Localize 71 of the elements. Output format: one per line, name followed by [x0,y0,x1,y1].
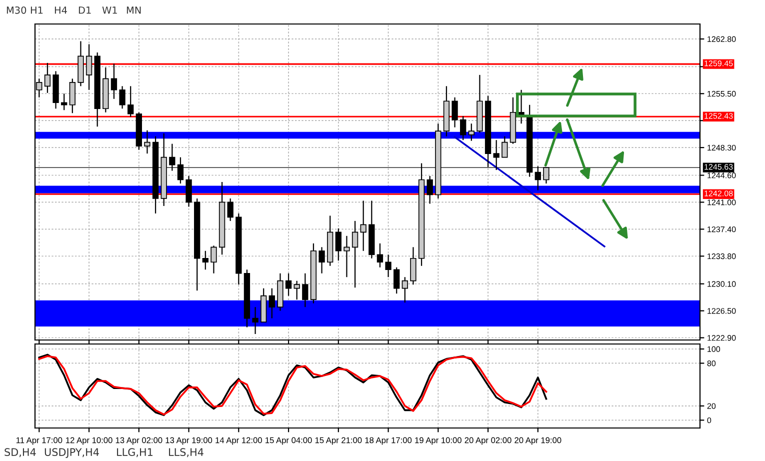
candlestick [210,245,217,274]
candlestick [69,78,76,114]
y-tick-label: 1262.80 [708,36,736,42]
y-tick-label: 0 [707,417,712,424]
text: LLS,H4 [169,448,204,458]
text: SD,H4 [4,448,36,458]
candlestick [128,86,134,118]
x-tick-label: 13 Apr 19:00 [166,437,212,445]
x-tick-label: 19 Apr 10:00 [415,437,462,445]
candlestick [252,306,258,335]
text: W1 [102,6,117,14]
y-tick-label: 1244.60 [708,172,736,178]
candlestick [352,220,358,288]
candlestick [144,130,150,154]
x-tick-label: 20 Apr 19:00 [514,437,562,445]
candlestick [344,235,350,278]
candlestick [452,96,458,128]
y-tick-label: 1233.80 [708,253,736,260]
ref-line-label: 1259.45 [704,60,733,66]
ref-line-label: 1242.08 [704,190,733,196]
text: H1 [30,6,43,14]
text: D1 [78,6,91,14]
candlestick [186,175,192,208]
y-tick-label: 1255.50 [708,90,736,97]
x-tick-label: 20 Apr 02:00 [464,437,512,445]
y-tick-label: 1226.50 [708,308,736,314]
candlestick [460,116,466,141]
x-tick-label: 11 Apr 17:00 [16,437,62,445]
text: USDJPY,H4 [44,448,99,458]
candlestick [385,254,392,278]
candlestick [119,86,126,110]
candlestick [376,242,384,268]
y-tick-label: 1222.90 [708,335,736,341]
candlestick [502,136,508,158]
y-tick-label: 100 [708,346,720,352]
candlestick [394,266,400,294]
candlestick [410,246,416,286]
candlestick [268,288,275,319]
candlestick [335,228,342,262]
y-tick-label: 1248.30 [708,144,736,151]
text: H4 [54,6,67,14]
y-tick-label: 80 [707,360,716,366]
ref-line-label: 1252.43 [704,113,733,119]
candlestick [402,276,408,304]
ref-line-label: 1245.63 [704,164,733,170]
candlestick [318,246,325,274]
text: LLG,H1 [117,448,152,458]
candlestick [285,272,292,296]
candlestick [202,250,208,270]
candlestick [110,63,118,100]
candlestick [61,93,68,111]
x-tick-label: 15 Apr 21:00 [315,437,362,445]
candlestick [468,123,474,142]
x-tick-label: 13 Apr 02:00 [116,437,162,445]
candlestick [227,198,234,222]
x-tick-label: 15 Apr 04:00 [266,437,312,445]
candlestick [86,44,92,90]
candlestick [294,280,300,300]
candlestick [426,175,433,204]
x-tick-label: 14 Apr 12:00 [216,437,262,445]
candlestick [302,272,308,308]
x-tick-label: 12 Apr 10:00 [66,437,112,445]
y-tick-label: 1230.10 [708,281,736,287]
y-tick-label: 20 [707,403,716,409]
candlestick [360,200,366,252]
x-tick-label: 18 Apr 17:00 [365,437,412,445]
text: MN [126,6,141,14]
text: M30 [6,6,26,14]
y-tick-label: 1241.00 [708,200,736,206]
candlestick [44,62,51,94]
y-tick-label: 1237.40 [708,226,736,232]
